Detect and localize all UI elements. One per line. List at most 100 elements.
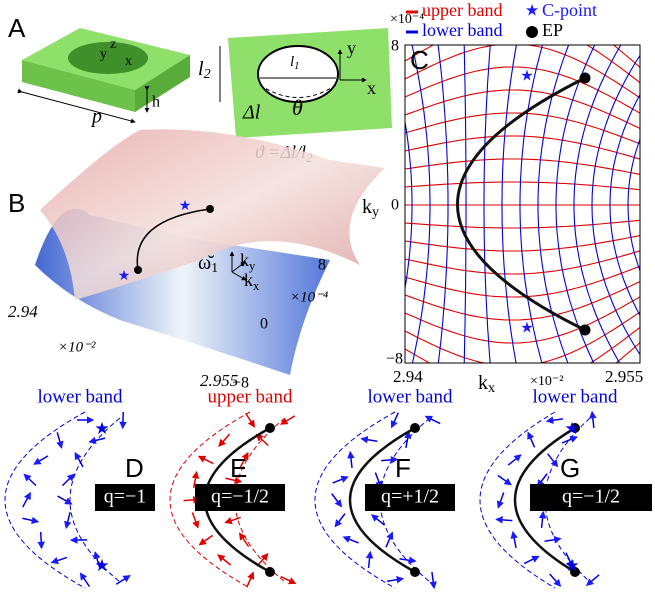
arrow xyxy=(498,492,503,507)
arrow xyxy=(199,456,213,463)
tick-label: 0 xyxy=(391,197,399,214)
panel-label: B xyxy=(8,188,25,218)
c-point: ★ xyxy=(520,68,533,84)
legend-label: upper band xyxy=(422,0,502,20)
panel-c: ★ ★ C ×10⁻⁴ 8 0 −8 ky 2.94 2.955 kx ×10⁻… xyxy=(362,0,655,412)
arrow xyxy=(399,559,415,561)
c-point: ★ xyxy=(564,556,579,575)
arrow xyxy=(513,532,516,548)
arrow xyxy=(548,454,558,467)
arrow xyxy=(335,514,345,527)
band-label: lower band xyxy=(533,386,618,407)
ep xyxy=(410,567,420,577)
arrow xyxy=(369,552,371,568)
arrow xyxy=(246,413,255,426)
arrow xyxy=(498,475,511,484)
arrow xyxy=(545,539,561,542)
c-point: ★ xyxy=(94,556,109,575)
axis-scale: ×10⁻⁴ xyxy=(390,12,424,27)
axis-label: kx xyxy=(478,372,495,397)
c-point: ★ xyxy=(179,199,192,214)
panel-label: G xyxy=(560,453,580,483)
angle-label: θ xyxy=(292,95,303,120)
arrow xyxy=(344,537,359,543)
arrow xyxy=(592,412,594,428)
c-point: ★ xyxy=(564,419,579,438)
dim-label: p xyxy=(90,106,102,128)
dashed-loop xyxy=(5,412,85,588)
axis-label: x xyxy=(367,78,376,98)
axis-label: y xyxy=(347,38,356,58)
tick-label: 2.94 xyxy=(393,367,423,386)
arrow xyxy=(218,555,230,565)
arrow xyxy=(41,532,42,548)
arrow xyxy=(528,433,534,448)
arrow xyxy=(58,496,72,504)
axis-label: y xyxy=(100,47,107,62)
arrow xyxy=(562,437,577,443)
dim-label: h xyxy=(152,94,160,111)
arrow xyxy=(550,574,561,586)
hole-outline xyxy=(258,46,338,102)
plot-frame xyxy=(405,45,640,363)
tick-label: −8 xyxy=(386,351,403,368)
dim-label: Δl xyxy=(242,102,261,124)
ep xyxy=(580,73,591,84)
ep xyxy=(580,325,591,336)
legend-label: C-point xyxy=(542,0,597,20)
figure: A y z x p h l2 l1 Δl θ y x ϑ =Δl/l2 B ★ … xyxy=(0,0,655,596)
ep xyxy=(206,205,214,213)
arrow xyxy=(432,572,434,588)
arrow xyxy=(542,512,544,528)
panel-b: B ★ ★ ω̆1 ky kx 8 ×10⁻⁴ 0 −8 2.94 ×10⁻² … xyxy=(8,129,385,391)
arrow xyxy=(52,557,67,562)
field-line xyxy=(405,159,640,174)
arrow xyxy=(57,432,61,447)
arrow xyxy=(350,452,352,468)
arrow xyxy=(508,455,520,465)
field-line xyxy=(405,236,640,251)
arrow xyxy=(90,438,106,442)
charge-label: q=−1 xyxy=(104,486,147,508)
axis-label: ky xyxy=(362,196,379,221)
arrow xyxy=(587,575,599,585)
tick-label: 8 xyxy=(391,38,399,55)
ep xyxy=(410,423,420,433)
c-point: ★ xyxy=(94,419,109,438)
arrow xyxy=(23,493,30,507)
arrow xyxy=(332,494,342,507)
charge-label: q=+1/2 xyxy=(381,486,439,508)
arrow xyxy=(200,535,213,544)
legend-swatch xyxy=(526,26,538,38)
arrow xyxy=(496,519,512,520)
hole xyxy=(68,42,148,74)
legend-swatch: ★ xyxy=(525,3,539,20)
panel-label: C xyxy=(410,45,429,75)
tick-label: 2.94 xyxy=(8,302,38,321)
charge-label: q=−1/2 xyxy=(562,486,620,508)
axis-scale: ×10⁻⁴ xyxy=(290,289,328,305)
tick-label: 2.955 xyxy=(605,367,643,386)
arrow xyxy=(247,573,253,588)
arrow xyxy=(24,474,36,485)
legend-label: lower band xyxy=(422,20,502,40)
arrow xyxy=(22,518,38,521)
panel-label: D xyxy=(125,453,144,483)
charge-label: q=−1/2 xyxy=(211,486,269,508)
c-point: ★ xyxy=(520,320,533,336)
arrow xyxy=(362,439,378,442)
arrow xyxy=(387,579,403,582)
tick-label: 8 xyxy=(318,257,326,274)
ep xyxy=(265,423,275,433)
arrow xyxy=(192,512,197,527)
dim-label: l2 xyxy=(198,58,211,83)
tick-label: 0 xyxy=(260,316,268,333)
arrow xyxy=(34,456,48,464)
axis-scale: ×10⁻² xyxy=(58,339,96,355)
arrow xyxy=(524,556,538,563)
arrow xyxy=(392,413,399,428)
arrow xyxy=(547,419,563,421)
panel-label: F xyxy=(395,453,411,483)
band-label: upper band xyxy=(208,386,293,407)
